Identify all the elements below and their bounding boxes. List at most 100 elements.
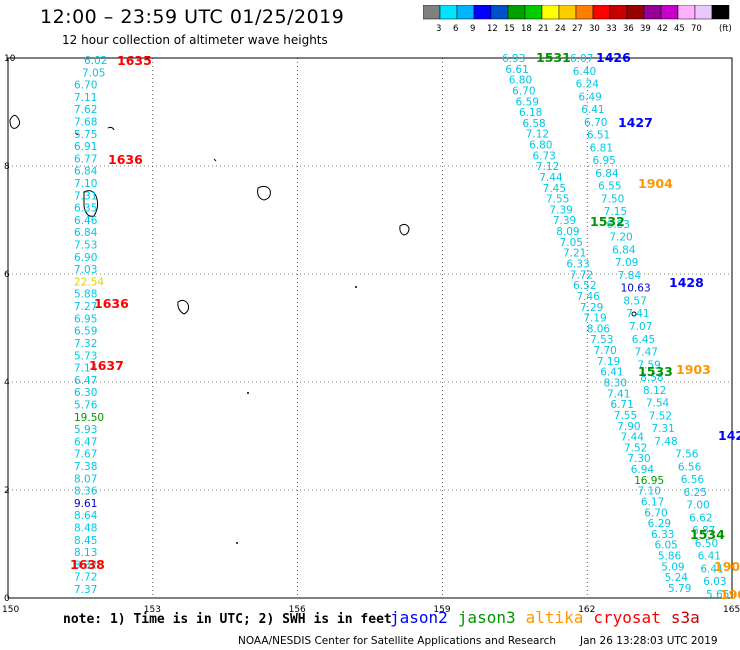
wave-height-value: 7.52 — [649, 410, 672, 422]
wave-height-value: 6.70 — [74, 80, 97, 92]
wave-height-value: 6.45 — [632, 334, 655, 346]
wave-height-value: 8.36 — [74, 486, 98, 498]
wave-height-value: 6.41 — [600, 367, 623, 379]
wave-height-value: 6.33 — [651, 529, 674, 541]
colorbar-swatch — [541, 5, 560, 20]
legend-entry-altika: altika — [525, 608, 584, 627]
wave-height-value: 6.41 — [698, 551, 721, 563]
pass-time-label: 142 — [718, 428, 740, 443]
wave-height-value: 7.14 — [74, 363, 98, 375]
island-outline — [9, 114, 21, 129]
wave-height-value: 16.95 — [634, 475, 664, 487]
longitude-tick-labels: 150 153 156 159 162 165 — [2, 605, 740, 615]
wave-height-value: 6.50 — [695, 538, 718, 550]
wave-height-value: 5.88 — [74, 289, 97, 301]
island-outline — [213, 158, 217, 162]
wave-height-value: 6.73 — [532, 150, 555, 162]
wave-height-value: 6.51 — [587, 130, 610, 142]
footer-note: note: 1) Time is in UTC; 2) SWH is in fe… — [63, 612, 392, 627]
colorbar-tick-label: 30 — [589, 24, 600, 34]
wave-height-value: 6.55 — [598, 181, 621, 193]
pass-time-label: 1428 — [669, 275, 704, 290]
colorbar-swatch — [609, 5, 628, 20]
wave-height-value: 7.03 — [74, 264, 97, 276]
wave-height-value: 7.62 — [74, 104, 97, 116]
wave-height-value: 7.00 — [686, 500, 709, 512]
wave-height-value: 7.47 — [635, 347, 658, 359]
wave-height-value: 6.30 — [74, 387, 97, 399]
wave-height-value: 7.12 — [536, 161, 559, 173]
credit-line: NOAA/NESDIS Center for Satellite Applica… — [238, 635, 556, 647]
wave-height-value: 7.54 — [646, 398, 670, 410]
colorbar-tick-label: 33 — [606, 24, 617, 34]
wave-height-value: 6.47 — [74, 436, 97, 448]
wave-height-value: 7.56 — [675, 449, 699, 461]
colorbar-tick-label: 21 — [538, 24, 549, 34]
wave-height-value: 22.54 — [74, 276, 104, 288]
wave-height-value: 7.55 — [614, 410, 637, 422]
map-frame — [7, 57, 733, 599]
pass-time-label: 1534 — [690, 527, 725, 542]
wave-height-value: 7.38 — [74, 461, 97, 473]
wave-height-value: 7.59 — [637, 359, 660, 371]
pass-time-label: 1903 — [676, 362, 711, 377]
wave-height-value: 6.84 — [74, 166, 98, 178]
wave-height-value: 6.80 — [509, 75, 532, 87]
wave-height-value: 6.49 — [578, 91, 601, 103]
wave-height-value: 8.32 — [74, 559, 97, 571]
wave-height-value: 6.25 — [684, 487, 707, 499]
lat-tick-label: 2 — [4, 486, 10, 496]
wave-height-value: 6.41 — [700, 563, 723, 575]
wave-height-value: 7.39 — [549, 204, 572, 216]
wave-height-value: 6.95 — [74, 313, 97, 325]
pass-time-label: 1635 — [117, 53, 152, 68]
lon-tick-label: 165 — [723, 605, 740, 615]
pass-time-label: 1636 — [94, 296, 129, 311]
colorbar-swatch — [660, 5, 679, 20]
wave-height-value: 6.70 — [644, 507, 667, 519]
colorbar-swatch — [456, 5, 475, 20]
pass-time-labels: 1635 1636 1636 1637 1638 1531 1426 1427 1904 1532… — [70, 50, 740, 602]
pass-time-label: 1427 — [618, 115, 653, 130]
wave-height-value: 6.40 — [573, 66, 596, 78]
colorbar-tick-label: 24 — [555, 24, 566, 34]
wave-height-value: 7.31 — [74, 190, 97, 202]
wave-height-value: 7.30 — [627, 453, 650, 465]
colorbar-tick-label: 27 — [572, 24, 583, 34]
wave-height-colorbar: 3 6 9 12 15 18 21 24 27 30 33 36 39 42 45 70 (ft) — [423, 5, 732, 34]
wave-height-value: 19.50 — [74, 412, 104, 424]
legend-entry-s3a: s3a — [670, 608, 700, 627]
wave-height-value: 6.94 — [631, 464, 655, 476]
wave-height-value: 7.09 — [615, 257, 638, 269]
island-outline — [257, 185, 271, 201]
wave-height-value: 6.24 — [576, 79, 600, 91]
wave-height-value: 5.24 — [665, 572, 689, 584]
wave-height-value: 5.73 — [74, 350, 97, 362]
colorbar-swatch — [473, 5, 492, 20]
wave-height-value: 8.12 — [643, 385, 666, 397]
lon-tick-label: 159 — [433, 605, 450, 615]
wave-height-value: 7.12 — [526, 129, 549, 141]
lat-tick-label: 0 — [4, 594, 10, 604]
colorbar-swatch — [423, 5, 441, 20]
wave-height-value: 7.11 — [74, 92, 97, 104]
colorbar-unit-label: (ft) — [719, 24, 732, 34]
wave-height-value: 7.15 — [604, 206, 627, 218]
wave-height-value: 9.61 — [74, 498, 97, 510]
wave-height-value: 6.84 — [74, 227, 98, 239]
colorbar-tick-label: 15 — [504, 24, 515, 34]
wave-height-value: 7.19 — [583, 313, 606, 325]
wave-height-value: 6.46 — [74, 215, 98, 227]
satellite-legend: jason2 jason3 altika cryosat s3a — [390, 608, 710, 627]
wave-height-value: 5.65 — [706, 589, 729, 601]
colorbar-swatch — [558, 5, 577, 20]
lon-tick-label: 162 — [578, 605, 595, 615]
wave-height-value: 6.02 — [84, 55, 107, 67]
colorbar-tick-label: 39 — [640, 24, 651, 34]
wave-height-value: 6.84 — [595, 168, 619, 180]
wave-height-value: 7.52 — [624, 442, 647, 454]
colorbar-swatch — [439, 5, 458, 20]
wave-height-value: 5.09 — [661, 561, 684, 573]
wave-height-value: 6.71 — [610, 399, 633, 411]
